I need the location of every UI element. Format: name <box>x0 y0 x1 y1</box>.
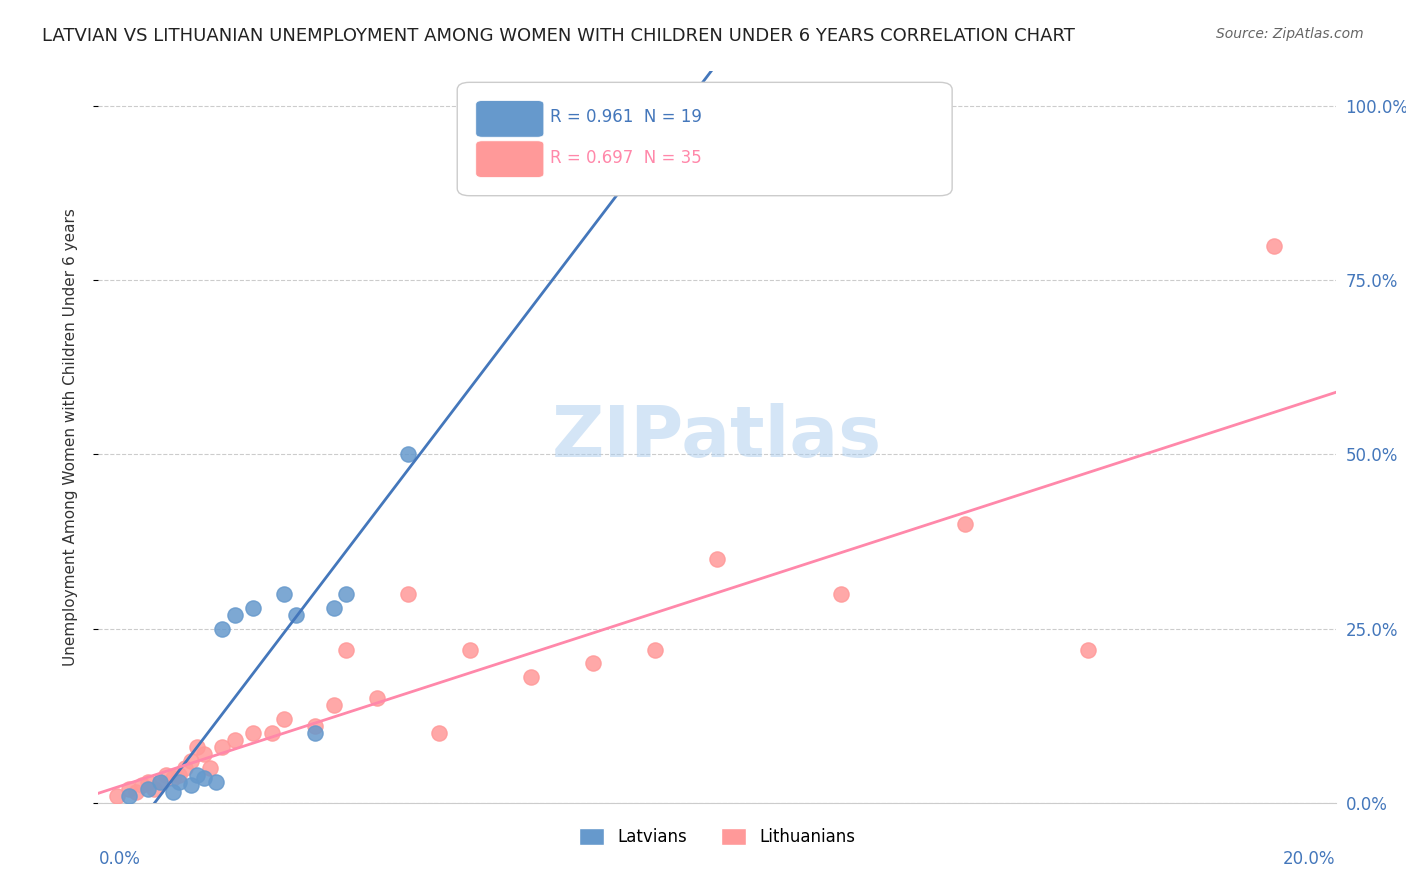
Lithuanians <box>1263 238 1285 252</box>
Lithuanians <box>124 785 146 799</box>
Lithuanians <box>706 552 728 566</box>
Lithuanians <box>198 761 221 775</box>
Latvians <box>193 772 215 786</box>
Latvians <box>285 607 308 622</box>
Lithuanians <box>131 778 153 792</box>
Lithuanians <box>273 712 295 726</box>
Latvians <box>136 781 159 796</box>
Lithuanians <box>242 726 264 740</box>
Lithuanians <box>224 733 246 747</box>
Latvians <box>273 587 295 601</box>
Lithuanians <box>180 754 202 768</box>
Lithuanians <box>193 747 215 761</box>
Latvians <box>149 775 172 789</box>
Latvians <box>335 587 357 601</box>
Latvians <box>396 448 419 462</box>
FancyBboxPatch shape <box>457 82 952 195</box>
Text: R = 0.697  N = 35: R = 0.697 N = 35 <box>550 149 702 167</box>
Lithuanians <box>396 587 419 601</box>
Text: ZIPatlas: ZIPatlas <box>553 402 882 472</box>
Lithuanians <box>136 775 159 789</box>
FancyBboxPatch shape <box>475 141 544 178</box>
Lithuanians <box>427 726 450 740</box>
Latvians <box>242 600 264 615</box>
Latvians <box>167 775 190 789</box>
Lithuanians <box>118 781 141 796</box>
Text: Source: ZipAtlas.com: Source: ZipAtlas.com <box>1216 27 1364 41</box>
Latvians <box>118 789 141 803</box>
Latvians <box>644 99 666 113</box>
Lithuanians <box>953 517 976 532</box>
Lithuanians <box>366 691 388 706</box>
Lithuanians <box>1077 642 1099 657</box>
FancyBboxPatch shape <box>475 101 544 137</box>
Lithuanians <box>304 719 326 733</box>
Lithuanians <box>582 657 605 671</box>
Latvians <box>180 778 202 792</box>
Lithuanians <box>520 670 543 684</box>
Lithuanians <box>174 761 197 775</box>
Latvians <box>211 622 233 636</box>
Lithuanians <box>162 772 184 786</box>
Text: 20.0%: 20.0% <box>1284 850 1336 868</box>
Lithuanians <box>335 642 357 657</box>
Lithuanians <box>186 740 208 755</box>
Lithuanians <box>260 726 283 740</box>
Latvians <box>205 775 228 789</box>
Lithuanians <box>105 789 128 803</box>
Text: 0.0%: 0.0% <box>98 850 141 868</box>
Lithuanians <box>211 740 233 755</box>
Latvians <box>186 768 208 782</box>
Y-axis label: Unemployment Among Women with Children Under 6 years: Unemployment Among Women with Children U… <box>63 208 77 666</box>
Latvians <box>224 607 246 622</box>
Latvians <box>322 600 344 615</box>
Lithuanians <box>644 642 666 657</box>
Latvians <box>304 726 326 740</box>
Latvians <box>162 785 184 799</box>
Text: R = 0.961  N = 19: R = 0.961 N = 19 <box>550 109 702 127</box>
Lithuanians <box>830 587 852 601</box>
Lithuanians <box>149 775 172 789</box>
Text: LATVIAN VS LITHUANIAN UNEMPLOYMENT AMONG WOMEN WITH CHILDREN UNDER 6 YEARS CORRE: LATVIAN VS LITHUANIAN UNEMPLOYMENT AMONG… <box>42 27 1076 45</box>
Lithuanians <box>155 768 177 782</box>
Lithuanians <box>167 768 190 782</box>
Lithuanians <box>143 781 166 796</box>
Lithuanians <box>322 698 344 713</box>
Lithuanians <box>458 642 481 657</box>
Legend: Latvians, Lithuanians: Latvians, Lithuanians <box>572 822 862 853</box>
